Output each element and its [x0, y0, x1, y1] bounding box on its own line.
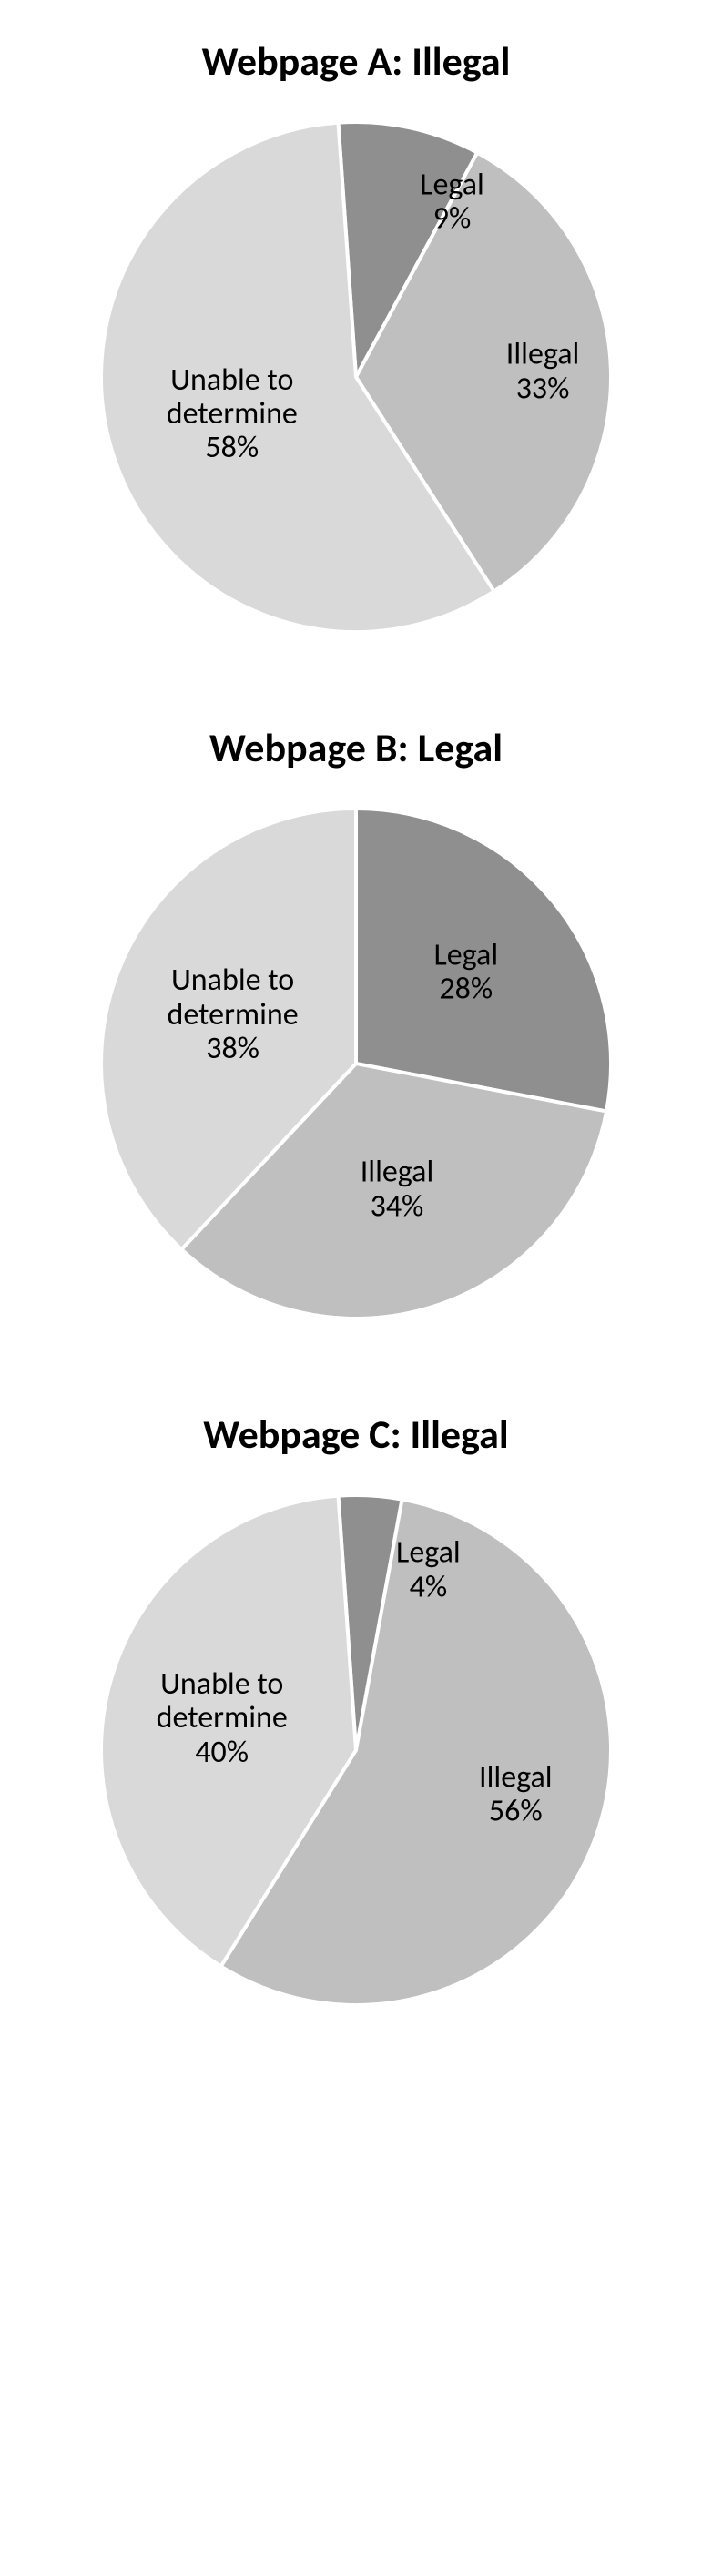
chart-b: Webpage B: Legal Legal 28% Illegal 34% Unab…: [0, 723, 712, 1319]
chart-a-label-legal: Legal 9%: [420, 168, 484, 236]
chart-c-pie: Legal 4% Illegal 56% Unable to determine 4…: [101, 1495, 611, 2005]
chart-b-label-legal: Legal 28%: [433, 939, 498, 1007]
chart-a-pie: Legal 9% Illegal 33% Unable to determine 5…: [101, 122, 611, 632]
chart-c: Webpage C: Illegal Legal 4% Illegal 56% Una…: [0, 1410, 712, 2005]
chart-b-label-unable: Unable to determine 38%: [168, 963, 299, 1065]
page: Webpage A: Illegal Legal 9% Illegal 33% Una…: [0, 0, 712, 2151]
chart-c-label-unable: Unable to determine 40%: [157, 1667, 288, 1769]
chart-b-label-illegal: Illegal 34%: [361, 1156, 434, 1224]
chart-b-pie: Legal 28% Illegal 34% Unable to determine …: [101, 809, 611, 1319]
chart-a-title: Webpage A: Illegal: [202, 36, 511, 86]
chart-b-title: Webpage B: Legal: [209, 723, 503, 772]
chart-a-label-unable: Unable to determine 58%: [167, 363, 298, 465]
chart-a: Webpage A: Illegal Legal 9% Illegal 33% Una…: [0, 36, 712, 632]
chart-c-label-legal: Legal 4%: [396, 1536, 461, 1604]
chart-a-label-illegal: Illegal 33%: [506, 338, 580, 406]
chart-c-title: Webpage C: Illegal: [203, 1410, 508, 1459]
chart-c-label-illegal: Illegal 56%: [479, 1760, 553, 1828]
